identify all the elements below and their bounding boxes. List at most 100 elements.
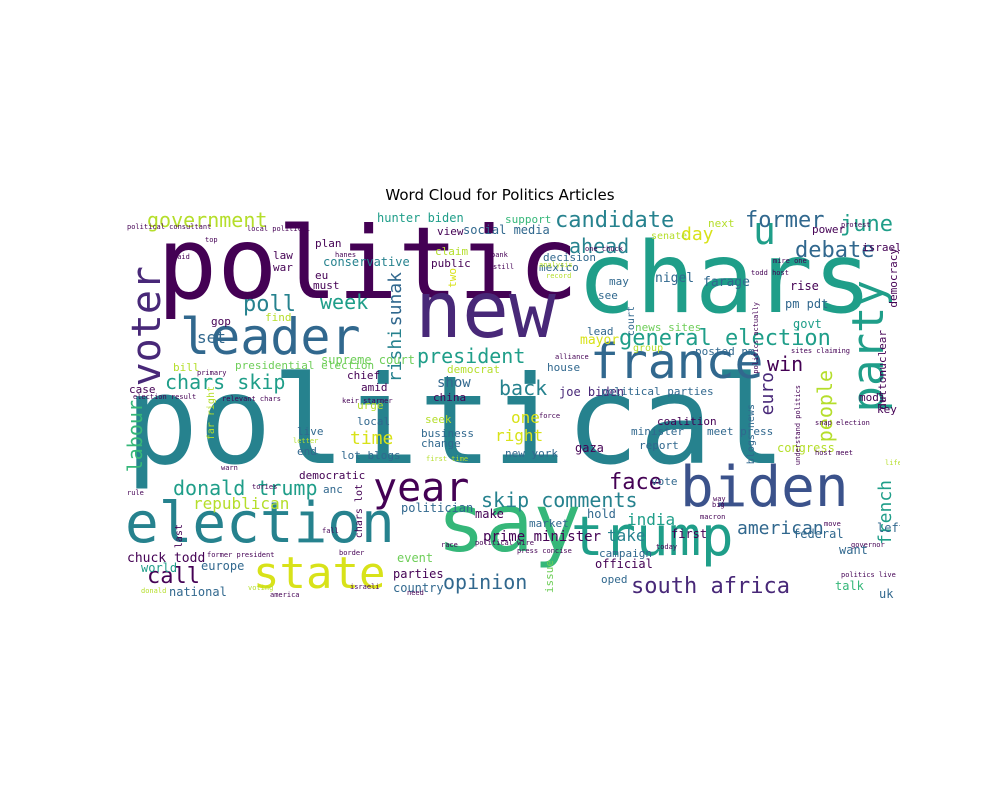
word-gaza: gaza bbox=[575, 441, 604, 455]
word-govt: govt bbox=[793, 317, 822, 331]
word-u: u bbox=[753, 210, 776, 253]
word-keir-starmer: keir starmer bbox=[342, 397, 393, 405]
word-record: record bbox=[546, 272, 572, 280]
word-conservative: conservative bbox=[323, 255, 410, 269]
word-chuck-todd: chuck todd bbox=[127, 551, 206, 566]
word-joe-biden: joe biden bbox=[559, 385, 625, 399]
word-voter: voter bbox=[125, 266, 170, 387]
word-set: set bbox=[197, 328, 226, 347]
word-alliance: alliance bbox=[555, 353, 589, 361]
word-country: country bbox=[393, 581, 444, 595]
word-todd-host: todd host bbox=[751, 269, 789, 277]
word-week: week bbox=[320, 290, 369, 314]
word-mire-one: mire one bbox=[773, 257, 807, 265]
word-letter: letter bbox=[293, 437, 319, 445]
word-local: local bbox=[357, 415, 391, 428]
word-official: official bbox=[595, 557, 653, 571]
word-protest: protest bbox=[841, 221, 871, 229]
word-blogs-news: blogs news bbox=[746, 404, 757, 465]
word-hold: hold bbox=[587, 507, 616, 521]
word-political-wire: political wire bbox=[475, 539, 535, 547]
word-political: political bbox=[125, 350, 787, 492]
word-call: call bbox=[147, 564, 200, 589]
word-labour: labour bbox=[125, 400, 147, 473]
word-tories: tories bbox=[252, 483, 278, 491]
word-nigel: nigel bbox=[655, 271, 695, 286]
word-israel: israel bbox=[862, 241, 900, 254]
word-biden: biden bbox=[680, 455, 849, 520]
word-power: power bbox=[812, 223, 846, 236]
word-press-concise: press concise bbox=[517, 547, 572, 555]
word-farage: farage bbox=[703, 275, 750, 290]
word-opinion: opinion bbox=[443, 570, 528, 594]
word-minister: minister bbox=[631, 425, 684, 438]
word-democratic: democratic bbox=[299, 469, 366, 482]
word-house: house bbox=[547, 361, 581, 374]
word-report: report bbox=[639, 439, 679, 452]
word-ahead: ahead bbox=[569, 234, 630, 258]
word-claim: claim bbox=[435, 245, 469, 258]
word-key: key bbox=[877, 403, 897, 416]
word-urge: urge bbox=[357, 399, 384, 412]
word-may: may bbox=[609, 275, 629, 288]
word-show: show bbox=[437, 375, 471, 391]
word-meet-press: meet press bbox=[707, 425, 774, 438]
word-end: end bbox=[297, 445, 317, 458]
word-law: law bbox=[273, 249, 293, 262]
word-group: group bbox=[633, 343, 664, 354]
word-donald: donald bbox=[141, 587, 167, 595]
word-prime-minister: prime minister bbox=[483, 529, 602, 545]
word-oped: oped bbox=[601, 573, 628, 586]
word-election: election bbox=[125, 491, 395, 556]
word-next: next bbox=[708, 217, 735, 230]
word-one: one bbox=[511, 408, 540, 427]
word-last: last bbox=[174, 524, 185, 549]
word-border: border bbox=[339, 549, 365, 557]
word-france: france bbox=[590, 334, 764, 390]
word-public: public bbox=[431, 257, 471, 270]
word-debate: debate bbox=[795, 238, 875, 263]
word-rule: rule bbox=[127, 489, 144, 497]
word-life: life bbox=[885, 459, 900, 467]
word-chars: chars bbox=[577, 222, 873, 336]
word-today: today bbox=[656, 543, 678, 551]
word-eu: eu bbox=[315, 269, 329, 282]
word-find: find bbox=[265, 311, 292, 324]
word-political-consultant: political consultant bbox=[127, 223, 212, 231]
word-federal: federal bbox=[793, 527, 844, 541]
word-vote: vote bbox=[651, 475, 678, 488]
word-chars-lot: chars lot bbox=[354, 484, 365, 539]
word-local-political: local political bbox=[247, 225, 311, 233]
word-congress: congress bbox=[777, 441, 835, 455]
word-cloud: political politic chars new say election trump… bbox=[125, 210, 900, 605]
word-posted-pm: posted pm bbox=[695, 345, 755, 358]
word-right: right bbox=[495, 426, 544, 445]
word-lead: lead bbox=[587, 325, 614, 338]
word-talk: talk bbox=[835, 579, 864, 593]
word-world: world bbox=[141, 561, 178, 575]
word-new-york: new york bbox=[505, 447, 558, 460]
word-two: two bbox=[446, 268, 459, 288]
word-political-parties: political parties bbox=[601, 385, 714, 398]
word-event: event bbox=[397, 551, 434, 565]
word-first: first bbox=[671, 527, 708, 541]
word-south-africa: south africa bbox=[631, 574, 790, 599]
word-plan: plan bbox=[315, 237, 342, 250]
word-see: see bbox=[598, 289, 618, 302]
word-time: time bbox=[350, 428, 394, 449]
word-back: back bbox=[499, 376, 548, 400]
word-day: day bbox=[681, 224, 714, 245]
word-bill: bill bbox=[173, 361, 200, 374]
word-parties: parties bbox=[393, 567, 444, 581]
word-europe: europe bbox=[201, 559, 245, 573]
word-take: take bbox=[607, 526, 646, 545]
word-bank: bank bbox=[491, 251, 508, 259]
word-mayor: mayor bbox=[580, 333, 620, 348]
word-coalition: coalition bbox=[657, 415, 717, 428]
word-move: move bbox=[824, 520, 841, 528]
word-view: view bbox=[437, 225, 464, 238]
word-june: june bbox=[840, 212, 893, 237]
word-modi: modi bbox=[859, 391, 886, 404]
word-supreme-court: supreme court bbox=[321, 353, 415, 367]
word-analysis: analysis bbox=[539, 261, 573, 269]
